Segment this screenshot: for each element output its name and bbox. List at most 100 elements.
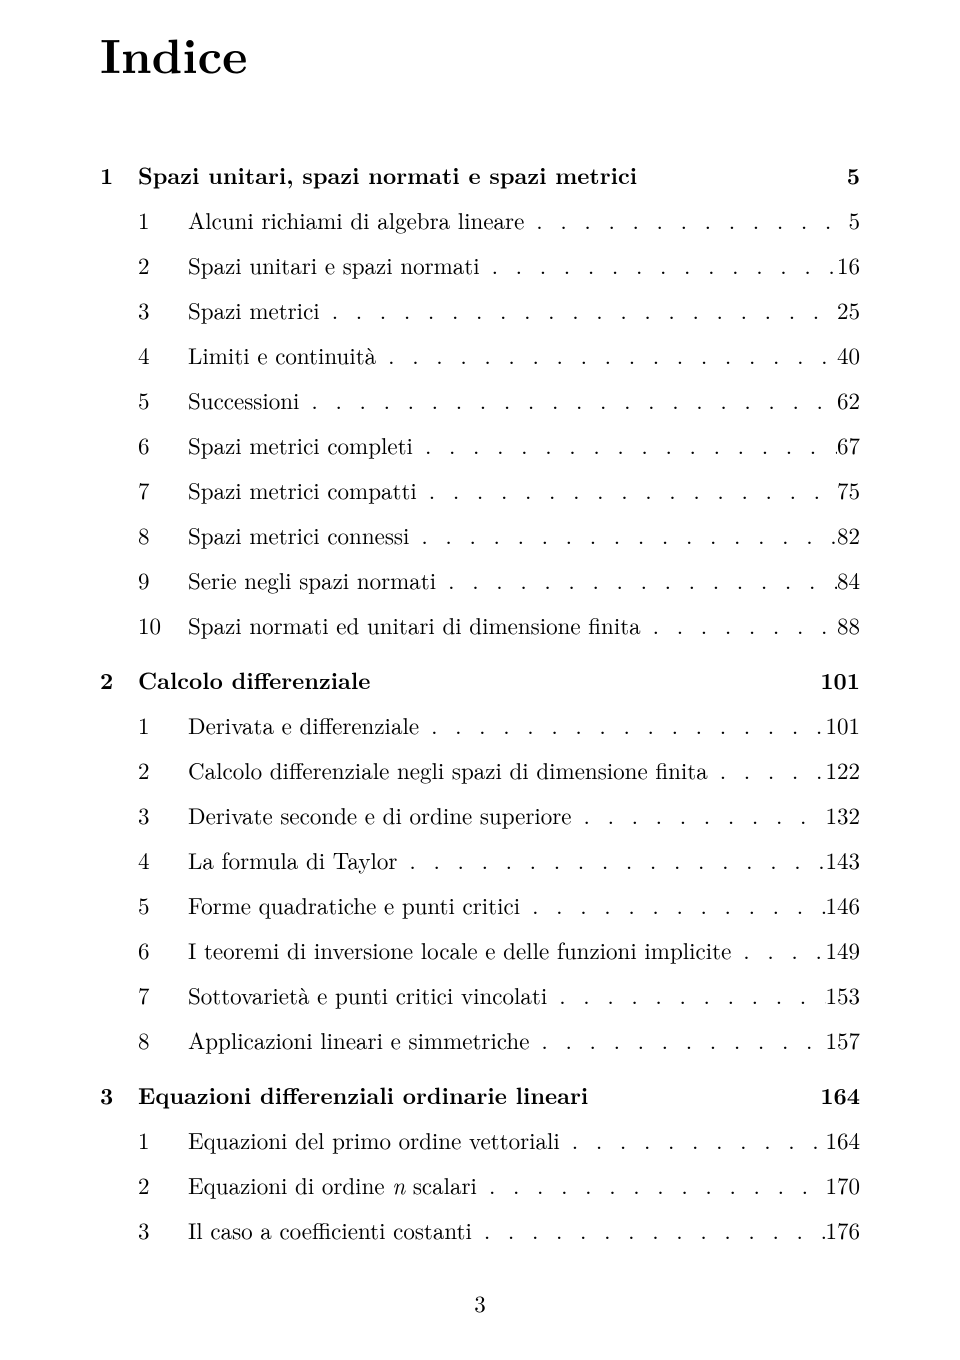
section-number: 4 — [138, 843, 188, 876]
section-page: 75 — [837, 473, 860, 506]
section-page: 5 — [849, 203, 861, 236]
section-page: 62 — [837, 383, 860, 416]
section-page: 25 — [837, 293, 860, 326]
section-row: 8Applicazioni lineari e simmetriche157 — [138, 1023, 860, 1056]
section-title: Spazi metrici compatti — [188, 473, 417, 506]
section-number: 1 — [138, 708, 188, 741]
section-page: 67 — [837, 428, 860, 461]
section-row: 1Derivata e differenziale 101 — [138, 708, 860, 741]
section-title: Spazi metrici — [188, 293, 320, 326]
leader-dots — [480, 248, 837, 281]
section-row: 6Spazi metrici completi 67 — [138, 428, 860, 461]
section-page: 101 — [826, 708, 861, 741]
leader-dots — [529, 1023, 825, 1056]
section-number: 1 — [138, 203, 188, 236]
leader-dots — [419, 708, 825, 741]
chapter-number: 2 — [100, 663, 138, 696]
leader-dots — [417, 473, 837, 506]
section-title: Equazioni di ordine n scalari — [188, 1168, 477, 1201]
section-row: 2Equazioni di ordine n scalari 170 — [138, 1168, 860, 1201]
section-row: 10Spazi normati ed unitari di dimensione… — [138, 608, 860, 641]
leader-dots — [708, 753, 826, 786]
section-row: 3Il caso a coefficienti costanti 176 — [138, 1213, 860, 1246]
section-title: Il caso a coefficienti costanti — [188, 1213, 472, 1246]
section-number: 3 — [138, 1213, 188, 1246]
section-number: 3 — [138, 293, 188, 326]
chapter-page: 164 — [820, 1078, 860, 1111]
leader-dots — [320, 293, 837, 326]
leader-dots — [477, 1168, 826, 1201]
section-row: 1Equazioni del primo ordine vettoriali16… — [138, 1123, 860, 1156]
section-number: 7 — [138, 473, 188, 506]
section-row: 9Serie negli spazi normati84 — [138, 563, 860, 596]
section-page: 146 — [826, 888, 861, 921]
section-number: 6 — [138, 428, 188, 461]
section-title: Derivate seconde e di ordine superiore — [188, 798, 572, 831]
page-number: 3 — [100, 1286, 860, 1319]
section-number: 9 — [138, 563, 188, 596]
section-title: Spazi metrici connessi — [188, 518, 409, 551]
chapter-row: 1Spazi unitari, spazi normati e spazi me… — [100, 158, 860, 191]
section-number: 5 — [138, 383, 188, 416]
leader-dots — [560, 1123, 826, 1156]
section-title: Applicazioni lineari e simmetriche — [188, 1023, 529, 1056]
section-title: Spazi metrici completi — [188, 428, 413, 461]
chapter-title: Spazi unitari, spazi normati e spazi met… — [138, 158, 847, 191]
leader-dots — [524, 203, 848, 236]
section-title: Limiti e continuità — [188, 338, 376, 371]
leader-dots — [299, 383, 837, 416]
section-title: I teoremi di inversione locale e delle f… — [188, 933, 731, 966]
section-row: 7Sottovarietà e punti critici vincolati 1… — [138, 978, 860, 1011]
chapter-row: 2Calcolo differenziale101 — [100, 663, 860, 696]
section-row: 2Spazi unitari e spazi normati16 — [138, 248, 860, 281]
section-page: 157 — [826, 1023, 861, 1056]
section-number: 1 — [138, 1123, 188, 1156]
section-row: 3Spazi metrici 25 — [138, 293, 860, 326]
section-number: 6 — [138, 933, 188, 966]
leader-dots — [731, 933, 825, 966]
section-page: 176 — [826, 1213, 861, 1246]
section-title: La formula di Taylor — [188, 843, 397, 876]
section-page: 153 — [826, 978, 861, 1011]
section-page: 88 — [837, 608, 860, 641]
section-row: 2Calcolo differenziale negli spazi di di… — [138, 753, 860, 786]
section-number: 2 — [138, 753, 188, 786]
section-row: 7Spazi metrici compatti 75 — [138, 473, 860, 506]
chapter-page: 101 — [820, 663, 860, 696]
leader-dots — [397, 843, 825, 876]
chapter-number: 1 — [100, 158, 138, 191]
section-row: 6I teoremi di inversione locale e delle … — [138, 933, 860, 966]
leader-dots — [376, 338, 837, 371]
leader-dots — [572, 798, 826, 831]
section-page: 84 — [837, 563, 860, 596]
section-page: 132 — [826, 798, 861, 831]
section-title: Sottovarietà e punti critici vincolati — [188, 978, 547, 1011]
toc-title: Indice — [100, 20, 860, 88]
leader-dots — [472, 1213, 826, 1246]
section-number: 2 — [138, 1168, 188, 1201]
section-row: 4Limiti e continuità40 — [138, 338, 860, 371]
section-page: 149 — [826, 933, 861, 966]
section-page: 122 — [826, 753, 861, 786]
section-row: 3Derivate seconde e di ordine superiore 1… — [138, 798, 860, 831]
section-number: 3 — [138, 798, 188, 831]
section-number: 4 — [138, 338, 188, 371]
section-title: Alcuni richiami di algebra lineare — [188, 203, 524, 236]
section-page: 170 — [826, 1168, 861, 1201]
section-row: 5Forme quadratiche e punti critici146 — [138, 888, 860, 921]
leader-dots — [641, 608, 837, 641]
chapter-number: 3 — [100, 1078, 138, 1111]
section-title: Successioni — [188, 383, 299, 416]
section-title: Spazi unitari e spazi normati — [188, 248, 480, 281]
section-number: 7 — [138, 978, 188, 1011]
section-number: 2 — [138, 248, 188, 281]
leader-dots — [413, 428, 837, 461]
section-number: 8 — [138, 518, 188, 551]
toc-body: 1Spazi unitari, spazi normati e spazi me… — [100, 158, 860, 1246]
section-row: 1Alcuni richiami di algebra lineare 5 — [138, 203, 860, 236]
section-title: Derivata e differenziale — [188, 708, 419, 741]
leader-dots — [436, 563, 837, 596]
section-row: 8Spazi metrici connessi82 — [138, 518, 860, 551]
leader-dots — [409, 518, 837, 551]
leader-dots — [547, 978, 825, 1011]
